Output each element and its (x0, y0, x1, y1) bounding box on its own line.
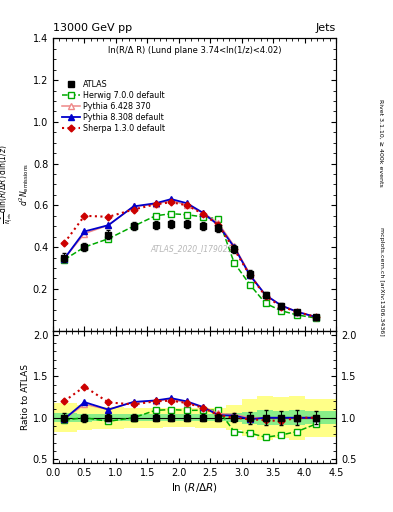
Text: ln(R/Δ R) (Lund plane 3.74<ln(1/z)<4.02): ln(R/Δ R) (Lund plane 3.74<ln(1/z)<4.02) (108, 46, 281, 55)
Legend: ATLAS, Herwig 7.0.0 default, Pythia 6.428 370, Pythia 8.308 default, Sherpa 1.3.: ATLAS, Herwig 7.0.0 default, Pythia 6.42… (60, 77, 168, 135)
Y-axis label: $\frac{1}{N_\mathrm{jets}}\mathrm{d}\ln(R/\Delta R)\,\mathrm{d}\ln(1/z)$
$d^2 N_: $\frac{1}{N_\mathrm{jets}}\mathrm{d}\ln(… (0, 144, 31, 224)
Text: mcplots.cern.ch [arXiv:1306.3436]: mcplots.cern.ch [arXiv:1306.3436] (379, 227, 384, 336)
Text: Jets: Jets (316, 23, 336, 33)
Text: ATLAS_2020_I1790256: ATLAS_2020_I1790256 (151, 244, 238, 253)
Text: 13000 GeV pp: 13000 GeV pp (53, 23, 132, 33)
Text: Rivet 3.1.10, ≥ 400k events: Rivet 3.1.10, ≥ 400k events (379, 99, 384, 187)
Y-axis label: Ratio to ATLAS: Ratio to ATLAS (21, 364, 30, 430)
X-axis label: ln $(R/\Delta R)$: ln $(R/\Delta R)$ (171, 481, 218, 494)
